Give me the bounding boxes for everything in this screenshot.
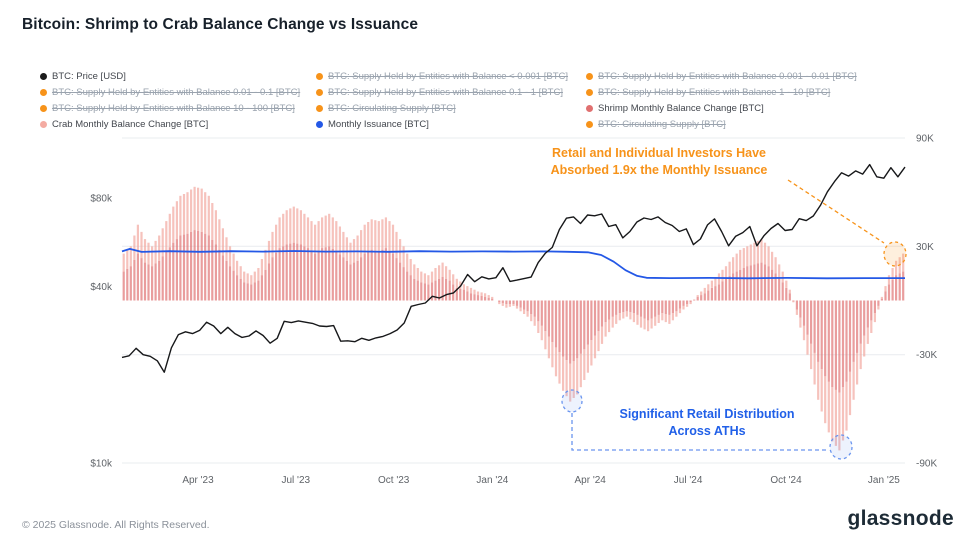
- svg-text:Jul '23: Jul '23: [282, 475, 311, 486]
- svg-text:90K: 90K: [916, 134, 934, 145]
- legend-item[interactable]: BTC: Supply Held by Entities with Balanc…: [40, 87, 316, 98]
- svg-text:Jan '24: Jan '24: [476, 475, 508, 486]
- svg-text:$40k: $40k: [90, 282, 113, 293]
- svg-text:30K: 30K: [916, 242, 934, 253]
- legend-dot: [586, 105, 593, 112]
- legend-dot: [40, 105, 47, 112]
- crab-bars: [122, 186, 905, 451]
- issuance-line: [121, 248, 905, 280]
- legend-label: BTC: Price [USD]: [52, 71, 126, 82]
- legend-item[interactable]: Crab Monthly Balance Change [BTC]: [40, 119, 316, 130]
- shrimp-bars: [122, 230, 905, 393]
- legend-item[interactable]: Shrimp Monthly Balance Change [BTC]: [586, 103, 955, 114]
- svg-text:$10k: $10k: [90, 459, 113, 470]
- y-axis-left-labels: $10k $40k $80k: [90, 194, 113, 470]
- legend-label: BTC: Supply Held by Entities with Balanc…: [598, 71, 857, 82]
- legend-item[interactable]: BTC: Supply Held by Entities with Balanc…: [586, 71, 955, 82]
- copyright-text: © 2025 Glassnode. All Rights Reserved.: [22, 519, 210, 531]
- legend-dot: [40, 89, 47, 96]
- legend-label: Monthly Issuance [BTC]: [328, 119, 429, 130]
- legend-item[interactable]: BTC: Supply Held by Entities with Balanc…: [316, 71, 586, 82]
- legend-label: BTC: Supply Held by Entities with Balanc…: [328, 87, 563, 98]
- legend-dot: [40, 73, 47, 80]
- legend-label: Crab Monthly Balance Change [BTC]: [52, 119, 209, 130]
- legend-dot: [586, 89, 593, 96]
- legend-item[interactable]: BTC: Supply Held by Entities with Balanc…: [316, 87, 586, 98]
- legend-dot: [40, 121, 47, 128]
- legend-dot: [316, 89, 323, 96]
- svg-text:Oct '24: Oct '24: [770, 475, 802, 486]
- svg-text:Apr '24: Apr '24: [575, 475, 607, 486]
- legend-label: Shrimp Monthly Balance Change [BTC]: [598, 103, 764, 114]
- glassnode-logo: glassnode: [847, 507, 954, 530]
- svg-text:$80k: $80k: [90, 194, 113, 205]
- legend-label: BTC: Supply Held by Entities with Balanc…: [598, 87, 831, 98]
- svg-text:Jul '24: Jul '24: [674, 475, 703, 486]
- annotation-markers: [561, 179, 907, 460]
- legend-label: BTC: Supply Held by Entities with Balanc…: [52, 87, 301, 98]
- svg-text:-30K: -30K: [916, 350, 937, 361]
- legend-dot: [316, 73, 323, 80]
- legend-label: BTC: Supply Held by Entities with Balanc…: [52, 103, 295, 114]
- legend-item[interactable]: BTC: Supply Held by Entities with Balanc…: [40, 103, 316, 114]
- legend-label: BTC: Supply Held by Entities with Balanc…: [328, 71, 568, 82]
- legend-item[interactable]: BTC: Price [USD]: [40, 71, 316, 82]
- svg-text:Jan '25: Jan '25: [868, 475, 900, 486]
- chart-canvas[interactable]: $10k $40k $80k 90K 30K -30K -90K Apr '23 Jul '23…: [0, 130, 980, 505]
- svg-text:-90K: -90K: [916, 459, 937, 470]
- legend-item[interactable]: Monthly Issuance [BTC]: [316, 119, 586, 130]
- y-axis-right-labels: 90K 30K -30K -90K: [916, 134, 937, 470]
- price-line: [121, 163, 906, 373]
- legend-dot: [316, 105, 323, 112]
- legend-item[interactable]: BTC: Circulating Supply [BTC]: [586, 119, 955, 130]
- legend-item[interactable]: BTC: Supply Held by Entities with Balanc…: [586, 87, 955, 98]
- legend-label: BTC: Circulating Supply [BTC]: [598, 119, 726, 130]
- gridlines: [122, 137, 905, 464]
- legend-dot: [316, 121, 323, 128]
- x-axis-labels: Apr '23 Jul '23 Oct '23 Jan '24 Apr '24 Jul '…: [182, 475, 900, 486]
- legend-item[interactable]: BTC: Circulating Supply [BTC]: [316, 103, 586, 114]
- legend: BTC: Price [USD] BTC: Supply Held by Enti…: [40, 71, 955, 130]
- legend-dot: [586, 73, 593, 80]
- svg-text:Oct '23: Oct '23: [378, 475, 410, 486]
- chart-title: Bitcoin: Shrimp to Crab Balance Change v…: [22, 16, 419, 33]
- svg-text:Apr '23: Apr '23: [182, 475, 214, 486]
- legend-label: BTC: Circulating Supply [BTC]: [328, 103, 456, 114]
- legend-dot: [586, 121, 593, 128]
